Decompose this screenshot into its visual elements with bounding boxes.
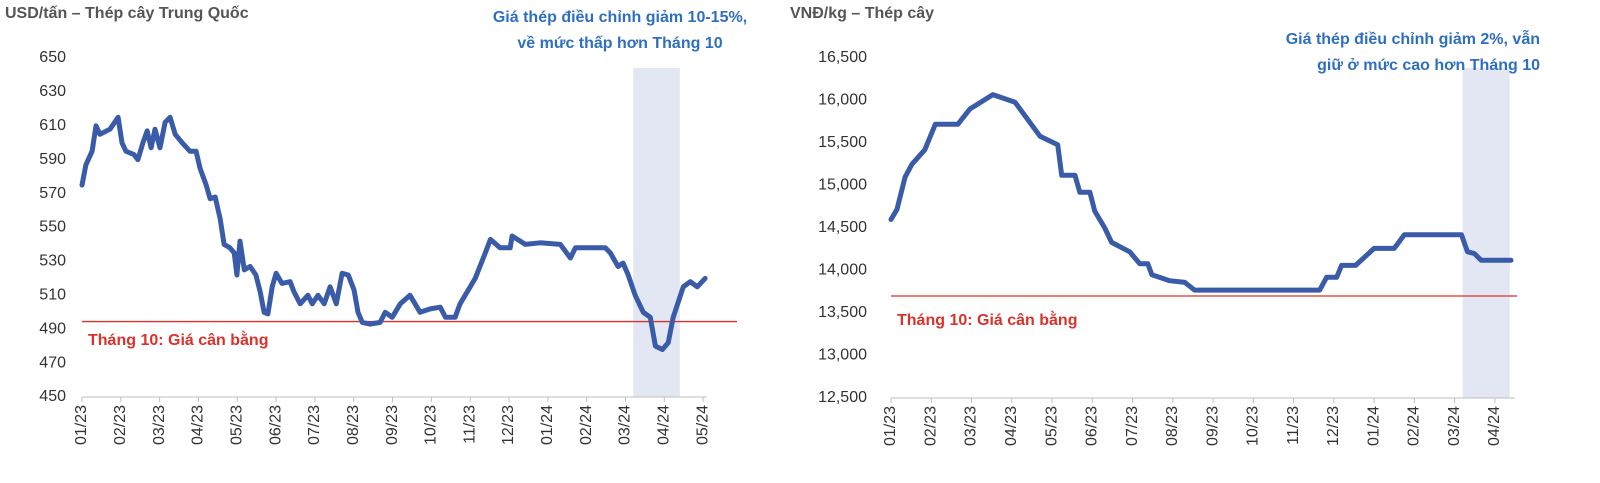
y-tick-label: 610: [39, 117, 66, 134]
x-tick-label: 07/23: [1124, 406, 1141, 446]
x-tick-label: 11/23: [461, 405, 478, 444]
y-tick-label: 13,500: [818, 304, 867, 321]
annotation: về mức thấp hơn Tháng 10: [517, 35, 722, 52]
x-tick-label: 04/24: [656, 405, 673, 445]
x-tick-label: 03/23: [963, 406, 980, 446]
y-tick-label: 650: [39, 49, 66, 66]
y-tick-label: 490: [39, 320, 66, 337]
x-tick-label: 12/23: [500, 405, 517, 445]
x-tick-label: 03/24: [1446, 406, 1463, 446]
x-tick-label: 02/24: [578, 405, 595, 445]
y-tick-label: 590: [39, 151, 66, 168]
y-tick-label: 15,500: [818, 134, 867, 151]
x-tick-label: 05/23: [1043, 406, 1060, 446]
x-tick-label: 01/24: [539, 405, 556, 445]
y-tick-label: 630: [39, 83, 66, 100]
y-tick-label: 470: [39, 354, 66, 371]
x-tick-label: 06/23: [1084, 406, 1101, 446]
x-tick-label: 05/24: [694, 405, 711, 445]
highlight-band: [1462, 68, 1510, 398]
y-tick-label: 14,500: [818, 219, 867, 236]
x-tick-label: 06/23: [267, 405, 284, 445]
y-tick-label: 12,500: [818, 389, 867, 406]
x-tick-label: 01/23: [882, 406, 899, 446]
chart-title: USD/tấn – Thép cây Trung Quốc: [5, 5, 249, 22]
x-tick-label: 11/23: [1285, 406, 1302, 445]
x-tick-label: 02/23: [112, 405, 129, 445]
y-tick-label: 510: [39, 287, 66, 304]
y-tick-label: 570: [39, 185, 66, 202]
x-tick-label: 12/23: [1325, 406, 1342, 446]
reference-label: Tháng 10: Giá cân bằng: [88, 330, 268, 349]
y-tick-label: 16,500: [818, 49, 867, 66]
data-line: [888, 92, 1514, 293]
x-tick-label: 08/23: [345, 405, 362, 445]
x-tick-label: 08/23: [1164, 406, 1181, 446]
y-tick-label: 16,000: [818, 92, 867, 109]
x-tick-label: 07/23: [306, 405, 323, 445]
annotation: Giá thép điều chỉnh giảm 10-15%,: [493, 9, 747, 26]
x-tick-label: 03/24: [617, 405, 634, 445]
y-tick-label: 450: [39, 388, 66, 405]
x-tick-label: 02/23: [922, 406, 939, 446]
reference-label: Tháng 10: Giá cân bằng: [897, 310, 1077, 329]
x-tick-label: 04/24: [1486, 406, 1503, 446]
y-tick-label: 15,000: [818, 177, 867, 194]
x-tick-label: 01/24: [1365, 406, 1382, 446]
annotation: Giá thép điều chỉnh giảm 2%, vẫn: [1286, 29, 1540, 48]
x-tick-label: 09/23: [384, 405, 401, 445]
annotation: giữ ở mức cao hơn Tháng 10: [1317, 57, 1540, 74]
y-tick-label: 14,000: [818, 262, 867, 279]
chart-title: VNĐ/kg – Thép cây: [790, 5, 934, 22]
x-tick-label: 05/23: [228, 405, 245, 445]
x-tick-label: 02/24: [1406, 406, 1423, 446]
x-tick-label: 09/23: [1204, 406, 1221, 446]
x-tick-label: 10/23: [1245, 406, 1262, 446]
x-tick-label: 10/23: [423, 405, 440, 445]
x-tick-label: 04/23: [190, 405, 207, 445]
x-tick-label: 03/23: [151, 405, 168, 445]
y-tick-label: 530: [39, 253, 66, 270]
data-line: [79, 114, 708, 352]
y-tick-label: 550: [39, 219, 66, 236]
x-tick-label: 04/23: [1003, 406, 1020, 446]
x-tick-label: 01/23: [73, 405, 90, 445]
y-tick-label: 13,000: [818, 347, 867, 364]
